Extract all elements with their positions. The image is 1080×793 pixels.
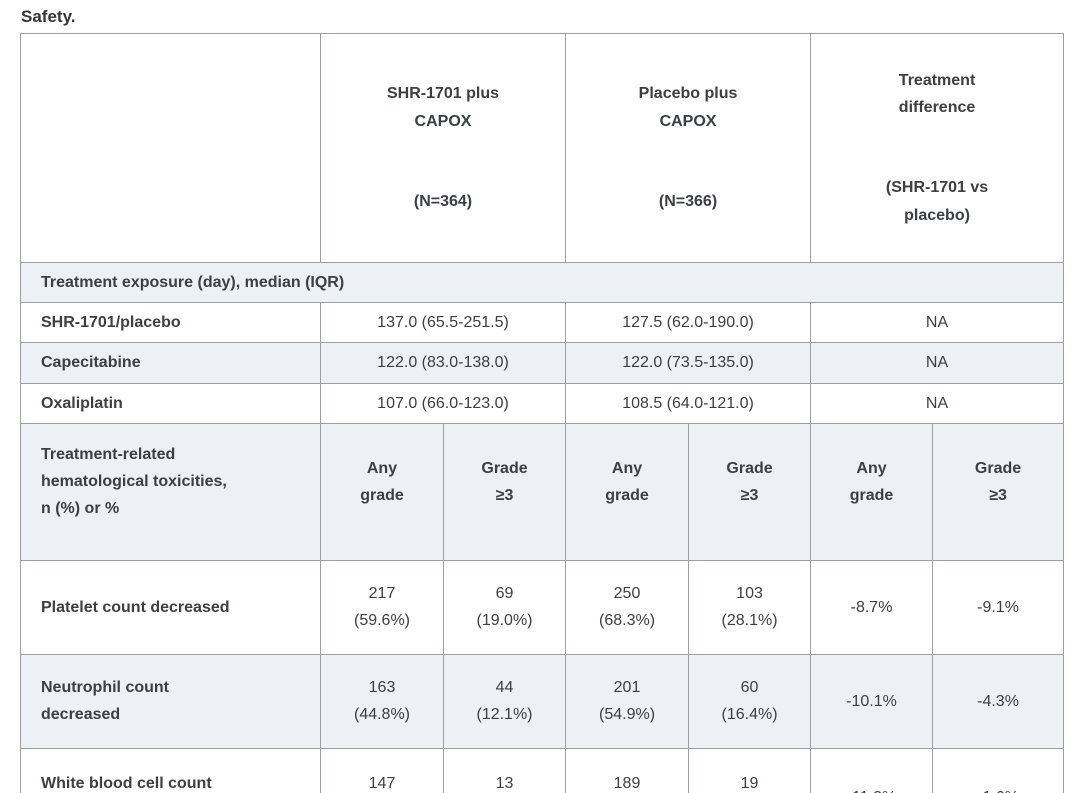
cell-difference-value: NA [810, 382, 1065, 424]
column-header-placebo-capox: Placebo plus CAPOX (N=366) [565, 32, 812, 264]
cell-diff-grade-ge3: -9.1% [932, 559, 1065, 655]
group-sample-size: (N=364) [413, 193, 473, 211]
cell-shr-value: 122.0 (83.0-138.0) [319, 342, 567, 384]
cell-placebo-grade-ge3: 103 (28.1%) [688, 559, 812, 655]
header-row: SHR-1701 plus CAPOX (N=364) Placebo plus… [20, 32, 1065, 264]
cell-diff-any-grade: -8.7% [810, 559, 934, 655]
row-label: Oxaliplatin [20, 382, 321, 424]
page-title: Safety. [21, 7, 76, 26]
group-name: Placebo plus CAPOX [638, 85, 738, 130]
row-label: Platelet count decreased [20, 559, 321, 655]
cell-placebo-any-grade: 250 (68.3%) [565, 559, 690, 655]
subheader-any-grade: Any grade [565, 422, 690, 561]
section-row-treatment-exposure: Treatment exposure (day), median (IQR) [19, 261, 1065, 304]
group-name: SHR-1701 plus CAPOX [386, 85, 500, 130]
subheader-grade-ge3: Grade ≥3 [442, 422, 567, 561]
row-shr1701-placebo-exposure: SHR-1701/placebo 137.0 (65.5-251.5) 127.… [20, 302, 1065, 344]
row-label: SHR-1701/placebo [20, 302, 321, 344]
cell-placebo-value: 127.5 (62.0-190.0) [565, 302, 812, 344]
cell-diff-any-grade: -10.1% [810, 653, 934, 749]
section-label-treatment-exposure: Treatment exposure (day), median (IQR) [19, 261, 1065, 304]
cell-diff-any-grade: -11.2% [810, 747, 934, 793]
cell-diff-grade-ge3: -1.6% [932, 747, 1065, 793]
row-oxaliplatin-exposure: Oxaliplatin 107.0 (66.0-123.0) 108.5 (64… [20, 382, 1065, 424]
cell-shr-any-grade: 163 (44.8%) [320, 653, 444, 749]
row-capecitabine-exposure: Capecitabine 122.0 (83.0-138.0) 122.0 (7… [20, 342, 1065, 384]
cell-shr-grade-ge3: 13 (3.6%) [442, 747, 567, 793]
cell-shr-any-grade: 147 (40.4%) [320, 747, 444, 793]
group-comparison: (SHR-1701 vs placebo) [885, 179, 989, 224]
section-label-toxicities: Treatment-related hematological toxiciti… [20, 422, 321, 561]
cell-placebo-any-grade: 201 (54.9%) [565, 653, 690, 749]
safety-table: SHR-1701 plus CAPOX (N=364) Placebo plus… [19, 32, 1065, 793]
cell-shr-value: 137.0 (65.5-251.5) [319, 302, 567, 344]
cell-placebo-grade-ge3: 60 (16.4%) [688, 653, 812, 749]
column-header-treatment-difference: Treatment difference (SHR-1701 vs placeb… [810, 32, 1065, 264]
row-label: White blood cell count decreased [20, 747, 321, 793]
corner-cell [20, 32, 321, 264]
cell-shr-grade-ge3: 44 (12.1%) [442, 653, 567, 749]
cell-placebo-value: 122.0 (73.5-135.0) [565, 342, 812, 384]
cell-shr-value: 107.0 (66.0-123.0) [319, 382, 567, 424]
section-row-hematological-toxicities: Treatment-related hematological toxiciti… [20, 422, 1065, 561]
group-name: Treatment difference [898, 71, 976, 117]
cell-shr-grade-ge3: 69 (19.0%) [442, 559, 567, 655]
cell-difference-value: NA [810, 342, 1065, 384]
subheader-grade-ge3: Grade ≥3 [932, 422, 1065, 561]
row-label: Capecitabine [20, 342, 321, 384]
cell-shr-any-grade: 217 (59.6%) [320, 559, 444, 655]
cell-placebo-any-grade: 189 (51.6%) [565, 747, 690, 793]
subheader-grade-ge3: Grade ≥3 [688, 422, 812, 561]
row-label: Neutrophil count decreased [20, 653, 321, 749]
row-white-blood-cell-count-decreased: White blood cell count decreased 147 (40… [20, 747, 1065, 793]
cell-placebo-grade-ge3: 19 (5.2%) [688, 747, 812, 793]
subheader-any-grade: Any grade [810, 422, 934, 561]
row-neutrophil-count-decreased: Neutrophil count decreased 163 (44.8%) 4… [20, 653, 1065, 749]
column-header-shr1701-capox: SHR-1701 plus CAPOX (N=364) [319, 32, 567, 264]
row-platelet-count-decreased: Platelet count decreased 217 (59.6%) 69 … [20, 559, 1065, 655]
cell-difference-value: NA [810, 302, 1065, 344]
subheader-any-grade: Any grade [320, 422, 444, 561]
cell-diff-grade-ge3: -4.3% [932, 653, 1065, 749]
group-sample-size: (N=366) [658, 193, 718, 211]
cell-placebo-value: 108.5 (64.0-121.0) [565, 382, 812, 424]
